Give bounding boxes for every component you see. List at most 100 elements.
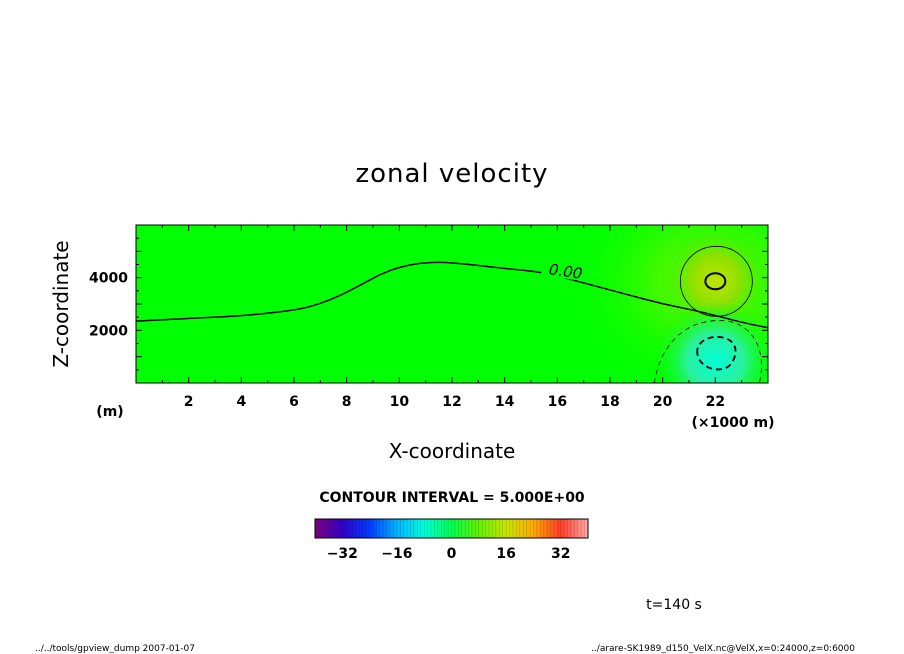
colorbar-cell (553, 519, 558, 538)
colorbar-cell (342, 519, 347, 538)
negative-contour-inner (696, 336, 737, 371)
colorbar-cell (512, 519, 517, 538)
colorbar-cell (519, 519, 524, 538)
colorbar-cell (536, 519, 541, 538)
colorbar-cell (451, 519, 456, 538)
x-axis-ticks: 2 4 6 8 10 12 14 16 18 20 22 (161, 225, 743, 410)
y-axis-ticks: 2000 4000 (89, 237, 768, 371)
positive-contour-inner (704, 272, 727, 291)
colorbar-cell (437, 519, 442, 538)
colorbar-cell (328, 519, 333, 538)
colorbar-cell (369, 519, 374, 538)
colorbar-cell (410, 519, 415, 538)
colorbar-cell (332, 519, 336, 538)
footer-left: ../../tools/gpview_dump 2007-01-07 (35, 644, 195, 654)
colorbar-cell (355, 519, 360, 538)
x-tick-label: 8 (342, 394, 352, 410)
colorbar-cell (465, 519, 469, 538)
colorbar-cell (482, 519, 486, 538)
colorbar-cell (543, 519, 548, 538)
zero-contour-label: 0.00 (548, 260, 584, 282)
colorbar-cell (499, 519, 503, 538)
colorbar-cell (338, 519, 343, 538)
x-tick-label: 22 (706, 394, 725, 410)
colorbar-cell (434, 519, 439, 538)
colorbar-cell (485, 519, 490, 538)
colorbar-cell (349, 519, 353, 538)
colorbar-cell (567, 519, 572, 538)
colorbar-tick-label: 32 (551, 546, 570, 562)
colorbar-cell (454, 519, 459, 538)
colorbar-frame (314, 518, 589, 539)
colorbar-cell (400, 519, 405, 538)
colorbar-cell (471, 519, 476, 538)
zero-contour-line (136, 261, 768, 329)
colorbar-cell (359, 519, 364, 538)
colorbar-cell (584, 519, 589, 538)
colorbar-cell (379, 519, 384, 538)
colorbar-cell (431, 519, 435, 538)
colorbar-cell (509, 519, 514, 538)
footer-right: ../arare-SK1989_d150_VelX.nc@VelX,x=0:24… (591, 644, 855, 654)
contour-interval-label: CONTOUR INTERVAL = 5.000E+00 (319, 490, 585, 506)
colorbar-cell (550, 519, 555, 538)
colorbar-ticks: −32 −16 0 16 32 (327, 546, 571, 562)
colorbar-cell (396, 519, 401, 538)
colorbar-cell (461, 519, 466, 538)
colorbar-cell (458, 519, 463, 538)
colorbar-tick-label: −16 (381, 546, 412, 562)
x-tick-label: 16 (548, 394, 567, 410)
colorbar-tick-label: 16 (496, 546, 515, 562)
colorbar-cell (441, 519, 445, 538)
colorbar-cell (325, 519, 329, 538)
colorbar-cell (529, 519, 534, 538)
negative-contour-outer (653, 320, 762, 383)
colorbar-cell (427, 519, 432, 538)
x-tick-label: 2 (184, 394, 194, 410)
time-label: t=140 s (646, 597, 702, 613)
colorbar-cell (424, 519, 428, 538)
chart-title: zonal velocity (355, 159, 548, 189)
x-axis-title: X-coordinate (389, 439, 516, 463)
colorbar-cell (366, 519, 370, 538)
colorbar-cell (564, 519, 568, 538)
colorbar-cell (448, 519, 452, 538)
colorbar-cell (492, 519, 497, 538)
colorbar-cell (352, 519, 357, 538)
colorbar-cell (373, 519, 377, 538)
colorbar-cell (560, 519, 565, 538)
colorbar (315, 519, 589, 538)
colorbar-cell (345, 519, 350, 538)
colorbar-cell (318, 519, 323, 538)
y-tick-label: 2000 (89, 323, 128, 339)
x-tick-label: 18 (600, 394, 619, 410)
colorbar-cell (376, 519, 381, 538)
colorbar-cell (526, 519, 531, 538)
colorbar-cell (420, 519, 425, 538)
colorbar-cell (335, 519, 340, 538)
colorbar-cell (489, 519, 493, 538)
colorbar-cell (570, 519, 575, 538)
y-unit-label: (m) (96, 404, 123, 420)
colorbar-cell (574, 519, 579, 538)
colorbar-cell (315, 519, 319, 538)
colorbar-cell (403, 519, 408, 538)
y-axis-title: Z-coordinate (49, 240, 73, 367)
colorbar-cell (386, 519, 391, 538)
colorbar-cell (478, 519, 483, 538)
colorbar-cell (523, 519, 527, 538)
x-tick-label: 14 (495, 394, 515, 410)
colorbar-cell (516, 519, 521, 538)
colorbar-cell (390, 519, 394, 538)
colorbar-cell (417, 519, 422, 538)
x-unit-label: (×1000 m) (692, 415, 775, 431)
x-tick-label: 6 (289, 394, 299, 410)
colorbar-cell (468, 519, 473, 538)
colorbar-cell (444, 519, 449, 538)
colorbar-cell (407, 519, 411, 538)
colorbar-cell (502, 519, 507, 538)
colorbar-cell (475, 519, 480, 538)
colorbar-cell (533, 519, 538, 538)
x-tick-label: 20 (653, 394, 673, 410)
